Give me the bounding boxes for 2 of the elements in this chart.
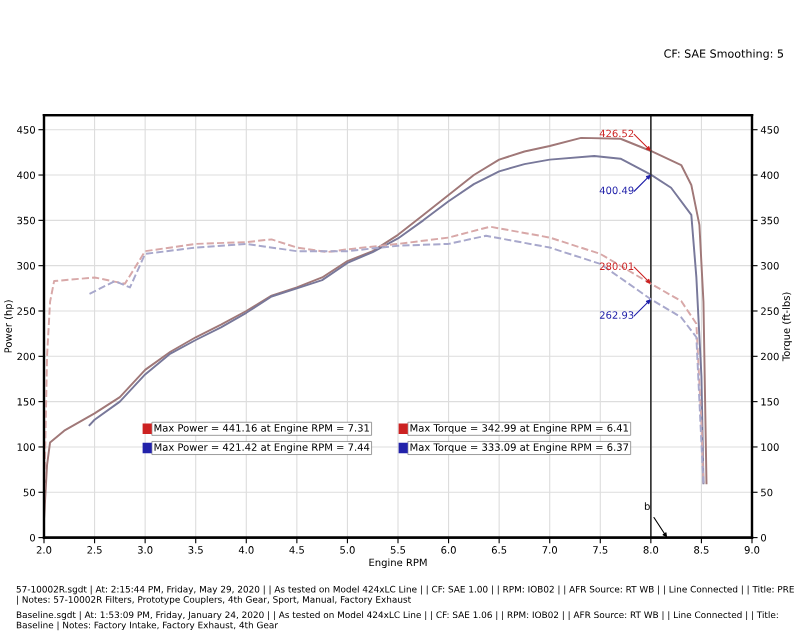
line-series (88, 155, 705, 485)
line-series (88, 234, 705, 485)
